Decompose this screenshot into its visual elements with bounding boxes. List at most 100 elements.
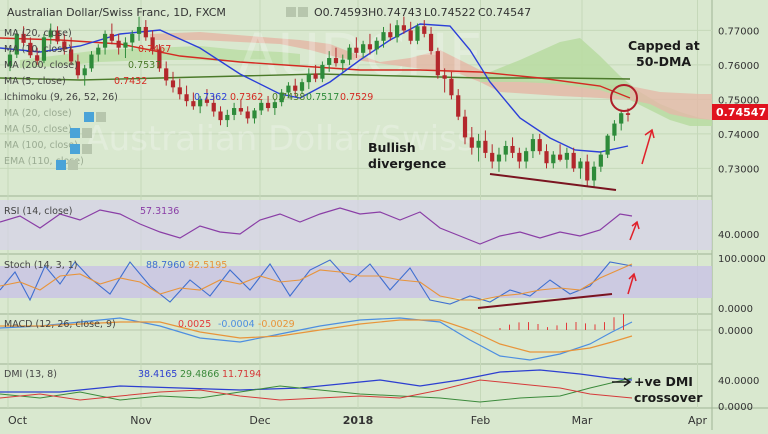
up-arrow-rsi (629, 220, 640, 241)
ichimoku-value-3: 0.7438 (272, 92, 305, 103)
candle-body (170, 80, 176, 88)
ma5-label: MA (5, close) (4, 76, 66, 87)
price-tick-label: 0.77000 (718, 26, 759, 37)
cloud-red-region-right (630, 86, 712, 120)
candle-body (557, 154, 563, 160)
candle (483, 130, 488, 159)
stoch-pane: Stoch (14, 3, 1) 88.7960 92.5195 100.000… (0, 254, 766, 315)
candle-body (299, 82, 305, 91)
ichimoku-value-4: 0.7517 (306, 92, 339, 103)
candle (157, 44, 162, 72)
header-icons[interactable] (286, 7, 308, 17)
candle-body (483, 140, 488, 153)
candle-body (605, 135, 610, 155)
dmi-annotation-line1: +ve DMI (634, 374, 693, 389)
candle (225, 109, 230, 128)
macd-signal-value: -0.0029 (258, 319, 295, 330)
candle (279, 89, 284, 107)
legend-toggle-icons[interactable] (56, 112, 106, 170)
ma10-label: MA (10, close) (4, 44, 72, 55)
candle-body (286, 85, 291, 93)
signal-line (0, 319, 633, 353)
candle-body (157, 49, 162, 69)
candle (14, 30, 19, 59)
candle (96, 44, 101, 62)
time-tick-label: 2018 (343, 414, 374, 427)
dmi-axis-top: 40.0000 (718, 376, 759, 387)
up-arrow-price (641, 128, 655, 165)
candle-body (35, 55, 40, 61)
candle (164, 61, 169, 86)
candle-body (320, 64, 325, 79)
candle-body (551, 154, 556, 164)
candle-body (564, 152, 569, 160)
candle-body (96, 47, 101, 55)
candle (544, 144, 549, 169)
macd-axis-label: 0.0000 (718, 326, 753, 337)
rsi-value: 57.3136 (140, 206, 179, 217)
candle (591, 161, 597, 188)
candle-body (109, 33, 114, 41)
candle (415, 23, 420, 45)
candle (503, 140, 508, 162)
candle-body (490, 152, 495, 162)
candle-body (401, 25, 406, 31)
candle (340, 54, 345, 72)
indicator-legend: MA (20, close) MA (10, close) 0.7467 MA … (4, 28, 373, 167)
dmi-pane: DMI (13, 8) 38.4165 29.4866 11.7194 40.0… (0, 369, 759, 413)
price-tick-label: 0.73000 (718, 164, 759, 175)
time-tick-label: Dec (249, 414, 270, 427)
faded-indicator-2: MA (50, close) (4, 124, 72, 135)
up-arrow-stoch (627, 272, 637, 295)
candle-body (150, 37, 155, 50)
bullish-divergence-line (489, 173, 617, 191)
candle (75, 54, 81, 79)
candle (259, 99, 264, 115)
candle-body (55, 30, 60, 42)
candle-body (598, 154, 603, 167)
candle (232, 102, 237, 121)
annotations: Capped at 50-DMA Bullish divergence +ve … (368, 38, 703, 405)
candle (564, 147, 569, 169)
candle (585, 154, 590, 186)
candle-body (272, 102, 277, 109)
candle-body (537, 139, 542, 152)
candle-body (374, 40, 379, 50)
candle (442, 68, 447, 93)
candle (619, 109, 624, 131)
candle (293, 78, 298, 96)
candle (612, 120, 617, 141)
candle (401, 16, 406, 34)
candle (116, 33, 121, 55)
candle-body (469, 137, 474, 148)
candle-body (571, 152, 576, 169)
stoch-d-line (0, 263, 633, 301)
candle (265, 95, 271, 112)
ma10-value: 0.7467 (138, 44, 171, 55)
candle (177, 78, 182, 100)
candle (109, 23, 114, 45)
candle (496, 147, 502, 172)
candle-body (408, 30, 413, 41)
candle (598, 151, 603, 172)
macd-hist-value: 0.0025 (178, 319, 211, 330)
faded-indicator-4: EMA (110, close) (4, 156, 84, 167)
candle-body (578, 161, 583, 169)
candle-body (442, 75, 447, 79)
candle (456, 89, 461, 121)
candle-body (116, 40, 121, 48)
price-tick-label: 0.76000 (718, 61, 759, 72)
candle (517, 147, 522, 169)
stoch-axis-top: 100.0000 (718, 254, 766, 265)
candle (490, 144, 495, 169)
macd-pane: MACD (12, 26, close, 9) 0.0025 -0.0004 -… (0, 314, 753, 361)
candle (524, 147, 529, 169)
candle-body (503, 145, 508, 155)
candle-body (476, 140, 481, 148)
candle-body (184, 94, 189, 102)
settings-icon (96, 112, 106, 122)
candle-body (381, 32, 386, 41)
visibility-icon (84, 112, 94, 122)
visibility-icon (56, 160, 66, 170)
